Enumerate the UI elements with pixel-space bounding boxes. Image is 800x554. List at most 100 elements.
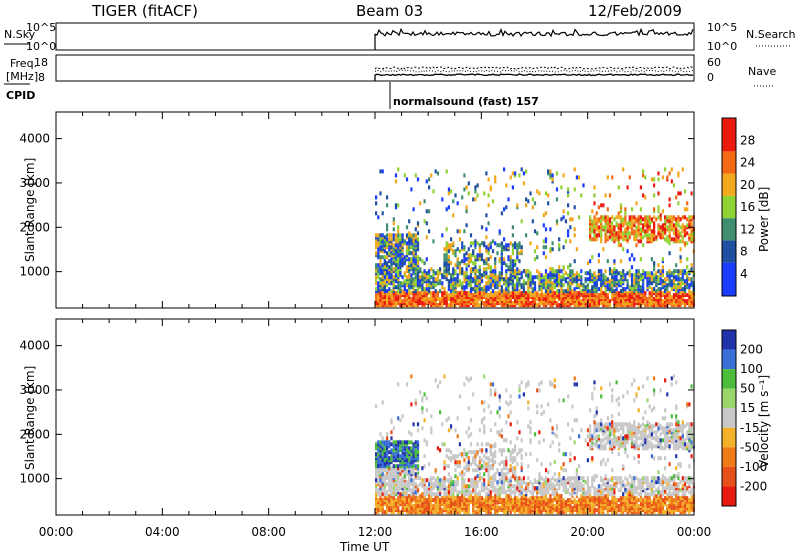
heatmap-cell (494, 388, 497, 393)
heatmap-cell (461, 494, 464, 499)
heatmap-cell (381, 436, 384, 441)
heatmap-cell (487, 504, 490, 509)
heatmap-cell (611, 225, 614, 230)
heatmap-cell (454, 428, 457, 433)
heatmap-cell (580, 482, 583, 487)
heatmap-cell (463, 478, 466, 483)
heatmap-cell (445, 418, 448, 423)
heatmap-cell (642, 269, 645, 274)
heatmap-cell (469, 482, 473, 487)
heatmap-cell (648, 291, 651, 296)
heatmap-cell (536, 404, 539, 409)
heatmap-cell (648, 279, 651, 284)
heatmap-cell (456, 257, 459, 262)
heatmap-cell (416, 484, 420, 489)
heatmap-cell (595, 410, 598, 415)
heatmap-cell (536, 480, 539, 485)
heatmap-cell (646, 233, 649, 238)
heatmap-cell (458, 496, 461, 501)
heatmap-cell (458, 229, 461, 234)
heatmap-cell (686, 241, 689, 246)
heatmap-cell (377, 263, 380, 268)
heatmap-cell (520, 438, 523, 443)
heatmap-cell (549, 482, 552, 487)
heatmap-cell (648, 215, 651, 220)
heatmap-cell (536, 410, 539, 415)
heatmap-cell (562, 209, 565, 214)
heatmap-cell (688, 215, 691, 220)
heatmap-cell (487, 279, 490, 284)
heatmap-cell (436, 171, 439, 176)
heatmap-cell (428, 177, 431, 182)
heatmap-cell (491, 496, 495, 501)
heatmap-cell (637, 215, 640, 220)
heatmap-cell (489, 388, 492, 393)
heatmap-cell (668, 251, 671, 256)
heatmap-cell (494, 504, 497, 509)
heatmap-cell (544, 297, 548, 302)
heatmap-cell (450, 476, 453, 481)
heatmap-cell (518, 394, 521, 399)
heatmap-cell (503, 277, 506, 282)
heatmap-cell (386, 482, 389, 487)
heatmap-cell (591, 285, 594, 290)
heatmap-cell (606, 283, 609, 288)
heatmap-cell (383, 484, 386, 489)
heatmap-cell (681, 167, 684, 172)
heatmap-cell (472, 293, 475, 298)
heatmap-cell (498, 414, 501, 419)
heatmap-cell (445, 227, 448, 232)
heatmap-cell (688, 277, 691, 282)
heatmap-cell (478, 291, 481, 296)
heatmap-cell (664, 167, 667, 172)
heatmap-cell (441, 273, 444, 278)
heatmap-cell (558, 476, 561, 481)
heatmap-cell (562, 452, 565, 457)
heatmap-cell (516, 255, 519, 260)
heatmap-cell (604, 289, 607, 294)
heatmap-cell (461, 291, 464, 296)
heatmap-cell (397, 167, 400, 172)
heatmap-cell (619, 299, 623, 304)
heatmap-cell (591, 219, 594, 224)
heatmap-cell (403, 488, 406, 493)
heatmap-cell (624, 273, 627, 278)
heatmap-cell (542, 275, 545, 280)
heatmap-cell (445, 273, 448, 278)
heatmap-cell (661, 299, 664, 304)
heatmap-cell (392, 267, 395, 272)
heatmap-cell (476, 508, 479, 513)
heatmap-cell (608, 193, 612, 198)
heatmap-cell (487, 488, 490, 493)
heatmap-cell (416, 422, 420, 427)
heatmap-cell (681, 293, 684, 298)
heatmap-cell (467, 434, 470, 439)
heatmap-cell (403, 466, 406, 471)
heatmap-cell (642, 275, 645, 280)
freq-label-line2: [MHz] (6, 70, 38, 83)
heatmap-cell (498, 289, 501, 294)
heatmap-cell (683, 189, 687, 194)
heatmap-cell (591, 255, 594, 260)
heatmap-cell (472, 488, 475, 493)
heatmap-cell (555, 289, 559, 294)
heatmap-cell (392, 452, 395, 457)
heatmap-cell (677, 285, 680, 290)
heatmap-cell (626, 291, 629, 296)
heatmap-cell (399, 265, 402, 270)
heatmap-cell (527, 289, 530, 294)
heatmap-cell (628, 215, 631, 220)
heatmap-cell (478, 243, 481, 248)
heatmap-cell (430, 488, 433, 493)
heatmap-cell (388, 259, 391, 264)
heatmap-cell (403, 239, 406, 244)
heatmap-cell (386, 289, 389, 294)
beam-title: Beam 03 (356, 2, 423, 20)
heatmap-cell (531, 197, 534, 202)
heatmap-cell (578, 484, 581, 489)
heatmap-cell (593, 281, 596, 286)
heatmap-cell (412, 251, 415, 256)
heatmap-cell (472, 277, 475, 282)
heatmap-cell (454, 454, 457, 459)
heatmap-cell (533, 285, 537, 290)
